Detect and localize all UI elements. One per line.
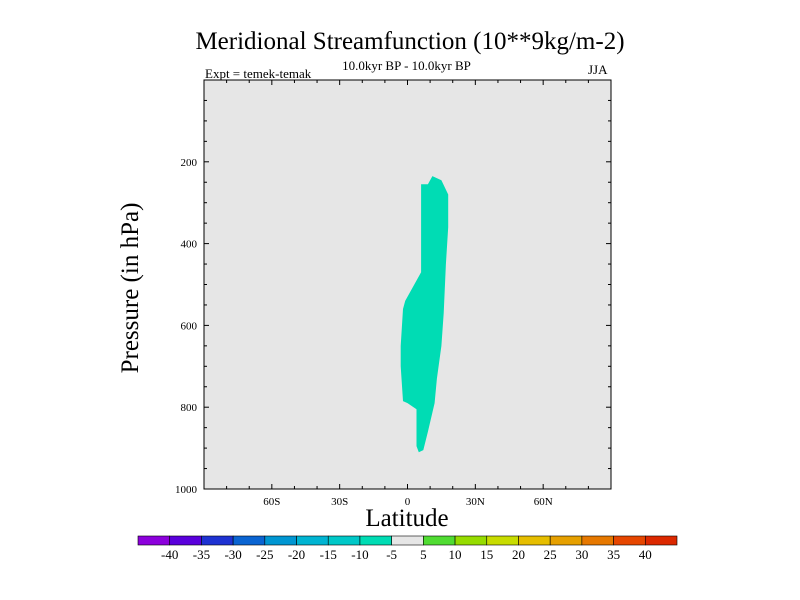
x-tick-label: 60S [263, 496, 280, 508]
colorbar-label: 25 [544, 547, 557, 562]
colorbar-label: 35 [607, 547, 620, 562]
colorbar-swatch [359, 535, 392, 546]
colorbar-label: -25 [256, 547, 273, 562]
chart-subtitle: 10.0kyr BP - 10.0kyr BP [342, 58, 471, 73]
colorbar-swatch [613, 535, 646, 546]
colorbar-swatch [581, 535, 614, 546]
colorbar-label: -30 [224, 547, 241, 562]
y-tick-label: 200 [181, 157, 198, 169]
plot-background [204, 80, 611, 489]
colorbar-swatch [264, 535, 297, 546]
colorbar: -40 -35 -30 -25 -20 -15 -10 -5 5 10 15 20 25 30 35 40 [137, 535, 678, 562]
colorbar-label: 20 [512, 547, 525, 562]
x-tick-label: 30N [466, 496, 485, 508]
colorbar-swatch [486, 535, 519, 546]
colorbar-swatch [169, 535, 202, 546]
colorbar-label: 40 [639, 547, 652, 562]
colorbar-swatch [423, 535, 456, 546]
y-tick-label: 400 [181, 239, 198, 251]
contour-fill-layer [400, 176, 449, 453]
colorbar-swatch [391, 535, 424, 546]
colorbar-swatch [644, 535, 678, 546]
colorbar-swatch [137, 535, 171, 546]
x-axis-label: Latitude [365, 505, 448, 532]
x-tick-label: 0 [405, 496, 411, 508]
colorbar-label: 5 [420, 547, 427, 562]
colorbar-swatch [518, 535, 551, 546]
experiment-label: Expt = temek-temak [205, 66, 312, 81]
y-tick-label: 800 [181, 402, 198, 414]
axis-ticks: 60S 30S 0 30N 60N 200 400 600 800 1000 [175, 80, 611, 508]
colorbar-label: -20 [288, 547, 305, 562]
chart-title: Meridional Streamfunction (10**9kg/m-2) [195, 28, 625, 55]
colorbar-label: -5 [386, 547, 397, 562]
colorbar-swatch [549, 535, 583, 546]
colorbar-swatch [201, 535, 234, 546]
colorbar-label: -15 [320, 547, 337, 562]
contour-region [400, 176, 449, 453]
colorbar-label: 15 [480, 547, 493, 562]
y-tick-label: 600 [181, 320, 198, 332]
x-tick-label: 30S [331, 496, 348, 508]
plot-area [204, 80, 611, 489]
colorbar-label: -35 [193, 547, 210, 562]
colorbar-swatch [232, 535, 266, 546]
y-axis-label: Pressure (in hPa) [117, 203, 144, 374]
colorbar-swatch [296, 535, 329, 546]
colorbar-swatch [327, 535, 361, 546]
colorbar-label: 10 [449, 547, 462, 562]
y-tick-label: 1000 [175, 484, 198, 496]
colorbar-swatch [454, 535, 488, 546]
colorbar-label: -40 [161, 547, 178, 562]
x-tick-label: 60N [534, 496, 553, 508]
season-label: JJA [588, 62, 608, 77]
colorbar-label: 30 [575, 547, 588, 562]
colorbar-label: -10 [351, 547, 368, 562]
